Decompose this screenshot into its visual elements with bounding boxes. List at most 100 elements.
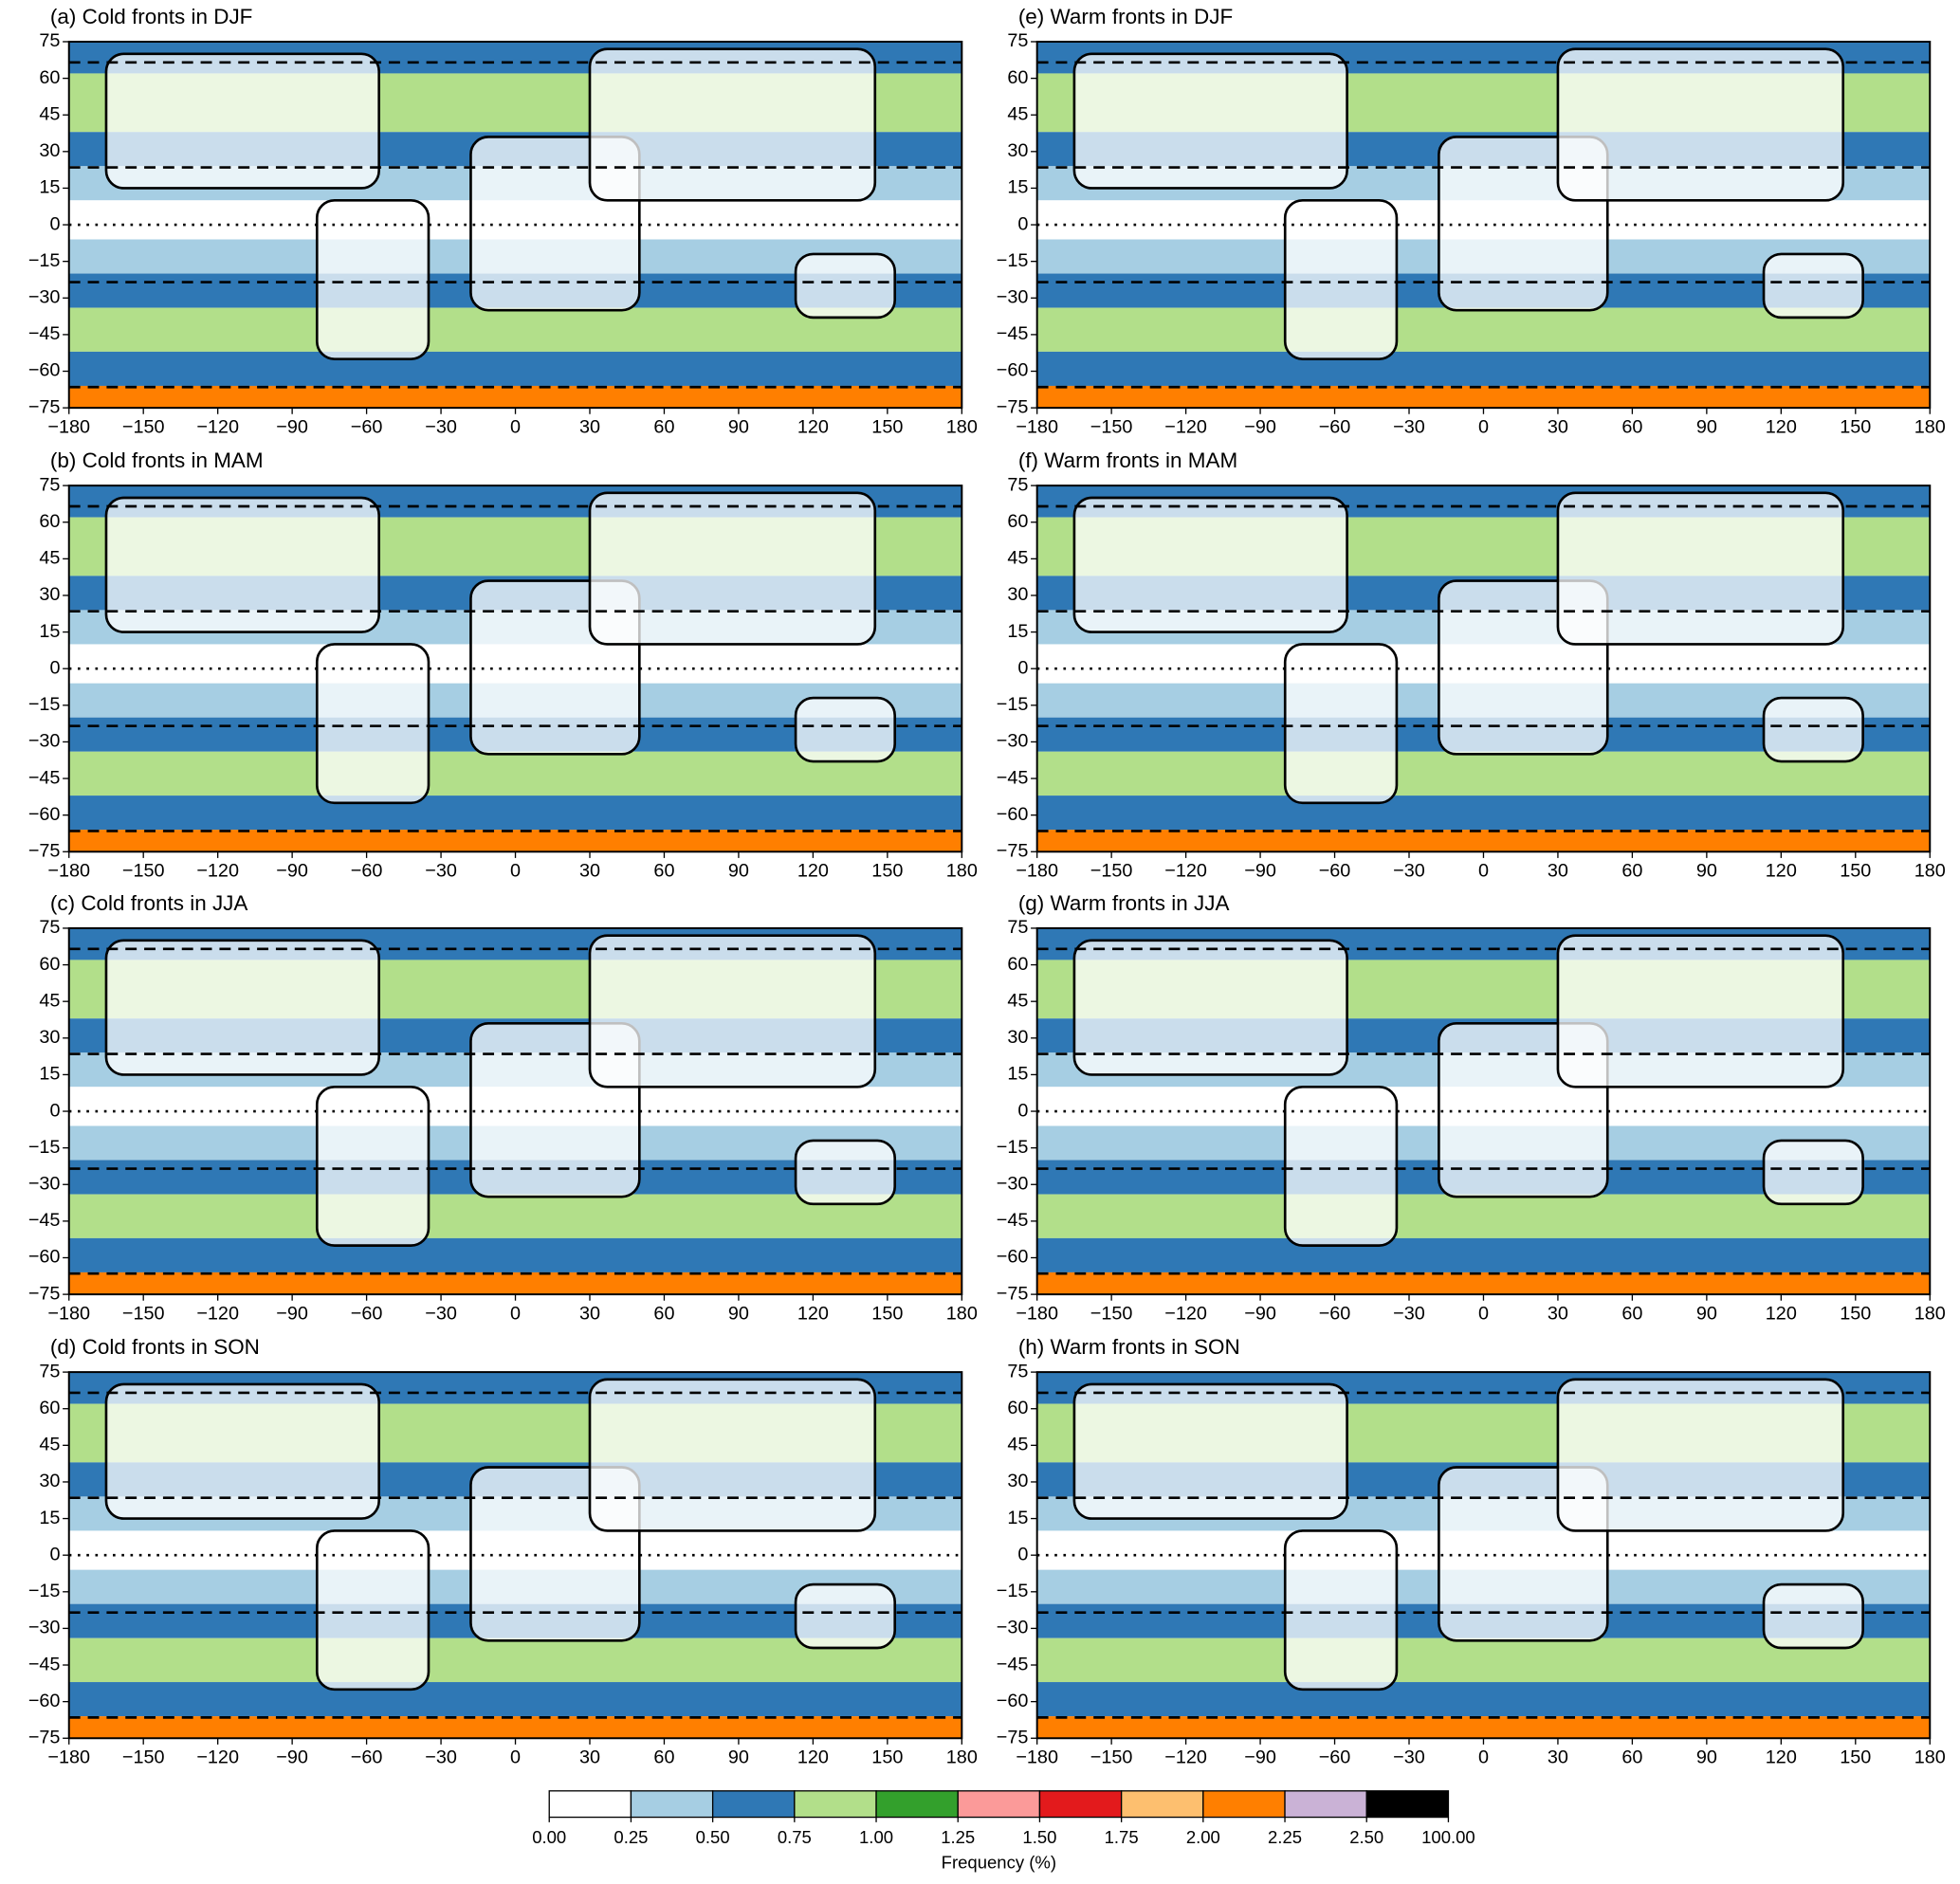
y-tick-label: 0 xyxy=(1017,213,1028,234)
x-tick-label: 180 xyxy=(946,1747,978,1768)
x-tick-label: 30 xyxy=(1548,1747,1568,1768)
x-tick-label: 120 xyxy=(1766,417,1797,438)
y-tick-label: −75 xyxy=(997,396,1029,417)
x-tick-label: 60 xyxy=(1621,861,1642,882)
y-tick-label: −15 xyxy=(28,1137,61,1158)
x-tick-label: −60 xyxy=(1319,417,1351,438)
frequency-band xyxy=(68,1716,962,1739)
x-tick-label: 30 xyxy=(1548,417,1568,438)
y-tick-label: 15 xyxy=(39,1508,60,1528)
frequency-band xyxy=(68,385,962,409)
y-tick-label: 30 xyxy=(39,1027,60,1048)
y-tick-label: 75 xyxy=(39,917,60,938)
y-tick-label: −30 xyxy=(997,1173,1029,1194)
colorbar: 0.00 0.25 0.50 0.75 1.00 1.25 1.50 1.75 2.00 2.25… xyxy=(532,1790,1475,1872)
x-tick-label: −60 xyxy=(351,1747,383,1768)
x-tick-label: −90 xyxy=(276,1304,308,1325)
x-tick-label: −30 xyxy=(425,1747,457,1768)
y-tick-label: −15 xyxy=(997,694,1029,715)
y-tick-label: −15 xyxy=(28,694,61,715)
x-tick-label: −150 xyxy=(1090,1304,1133,1325)
x-tick-label: 90 xyxy=(728,861,749,882)
colorbar-tick-label: 1.00 xyxy=(859,1827,893,1847)
y-tick-label: −15 xyxy=(997,250,1029,271)
y-tick-label: 75 xyxy=(1007,917,1028,938)
x-tick-label: 0 xyxy=(1478,861,1489,882)
frequency-band xyxy=(1036,1716,1931,1739)
x-tick-label: −30 xyxy=(1393,1304,1425,1325)
y-tick-label: 15 xyxy=(1007,177,1028,198)
colorbar-tick-label: 0.25 xyxy=(614,1827,648,1847)
x-tick-label: −180 xyxy=(47,1304,90,1325)
panel-title: (c) Cold fronts in JJA xyxy=(50,891,248,915)
y-tick-label: −45 xyxy=(997,767,1029,788)
land-outline xyxy=(1072,496,1348,633)
colorbar-cell xyxy=(548,1790,632,1819)
x-tick-label: −30 xyxy=(1393,1747,1425,1768)
frequency-band xyxy=(1036,351,1931,386)
land-outline xyxy=(104,1382,380,1520)
land-outline xyxy=(1072,52,1348,190)
y-tick-label: −75 xyxy=(997,1727,1029,1747)
frequency-band xyxy=(1036,385,1931,409)
x-tick-label: 60 xyxy=(653,1304,674,1325)
y-tick-label: −15 xyxy=(28,1581,61,1601)
x-tick-label: 150 xyxy=(1840,1747,1871,1768)
y-tick-label: 75 xyxy=(1007,30,1028,51)
x-tick-label: 120 xyxy=(797,861,829,882)
y-tick-label: −30 xyxy=(28,1173,61,1194)
colorbar-tick-label: 2.25 xyxy=(1268,1827,1302,1847)
colorbar-tick-label: 0.50 xyxy=(696,1827,730,1847)
x-tick-label: 0 xyxy=(510,417,521,438)
x-tick-label: 0 xyxy=(1478,417,1489,438)
x-tick-label: −120 xyxy=(196,861,239,882)
colorbar-cell xyxy=(1284,1790,1367,1819)
x-tick-label: −180 xyxy=(1016,861,1058,882)
x-tick-label: 90 xyxy=(728,1304,749,1325)
y-tick-label: 45 xyxy=(39,990,60,1011)
land-outline xyxy=(315,643,430,805)
y-tick-label: 15 xyxy=(39,177,60,198)
panel-title: (b) Cold fronts in MAM xyxy=(50,448,264,472)
y-tick-label: −75 xyxy=(28,396,61,417)
x-tick-label: 0 xyxy=(1478,1304,1489,1325)
panel-title: (h) Warm fronts in SON xyxy=(1018,1335,1240,1359)
x-tick-label: 90 xyxy=(1696,1747,1717,1768)
y-tick-label: 60 xyxy=(1007,1398,1028,1418)
x-tick-label: −150 xyxy=(1090,1747,1133,1768)
y-tick-label: 30 xyxy=(1007,1027,1028,1048)
land-outline xyxy=(315,1529,430,1692)
y-tick-label: −75 xyxy=(28,841,61,862)
colorbar-cell xyxy=(630,1790,714,1819)
y-tick-label: −75 xyxy=(28,1283,61,1304)
frequency-band xyxy=(1036,1682,1931,1717)
y-tick-label: 0 xyxy=(1017,1544,1028,1564)
x-tick-label: 90 xyxy=(1696,1304,1717,1325)
y-tick-label: 60 xyxy=(39,954,60,975)
map-panel: (d) Cold fronts in SON−75−60−45−30−15015… xyxy=(28,1335,978,1768)
y-tick-label: 75 xyxy=(1007,474,1028,495)
land-outline xyxy=(1283,198,1399,360)
x-tick-label: −120 xyxy=(1164,1304,1207,1325)
y-tick-label: −30 xyxy=(28,731,61,752)
colorbar-cell xyxy=(1038,1790,1123,1819)
x-tick-label: −60 xyxy=(1319,1304,1351,1325)
x-tick-label: −30 xyxy=(425,417,457,438)
panel-title: (d) Cold fronts in SON xyxy=(50,1335,260,1359)
y-tick-label: −60 xyxy=(997,1691,1029,1711)
y-tick-label: 75 xyxy=(1007,1361,1028,1381)
land-outline xyxy=(104,939,380,1076)
y-tick-label: 30 xyxy=(1007,140,1028,161)
x-tick-label: 150 xyxy=(1840,861,1871,882)
frequency-band xyxy=(1036,796,1931,831)
x-tick-label: 90 xyxy=(1696,417,1717,438)
land-outline xyxy=(1283,1085,1399,1247)
y-tick-label: −45 xyxy=(997,1210,1029,1231)
x-tick-label: 180 xyxy=(1914,417,1946,438)
x-tick-label: 60 xyxy=(653,861,674,882)
x-tick-label: −180 xyxy=(1016,1304,1058,1325)
x-tick-label: −90 xyxy=(1244,861,1276,882)
y-tick-label: −60 xyxy=(28,804,61,825)
frequency-band xyxy=(68,1682,962,1717)
x-tick-label: −150 xyxy=(122,417,165,438)
